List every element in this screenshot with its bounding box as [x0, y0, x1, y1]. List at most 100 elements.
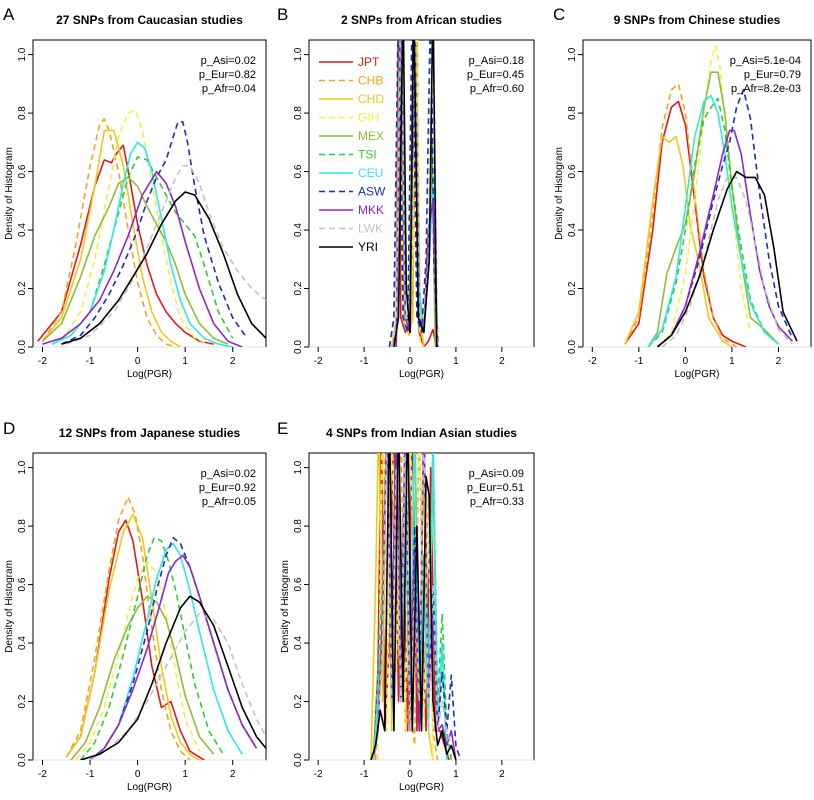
series-line-yri	[80, 595, 266, 760]
y-tick-label: 1.0	[293, 460, 304, 474]
y-tick-label: 0.8	[293, 519, 304, 533]
x-tick-label: 1	[729, 356, 735, 367]
series-line-chd	[65, 513, 200, 760]
series-line-chb	[65, 496, 191, 760]
panel-a: A 27 SNPs from Caucasian studies -2 -1 0 1 2 0.…	[3, 5, 267, 380]
x-tick-label: -2	[38, 769, 47, 780]
y-axis-label: Density of Histogram	[4, 147, 15, 240]
x-tick-label: -2	[314, 356, 323, 367]
panel-e: E 4 SNPs from Indian Asian studies -2 -1 0 1 2…	[277, 419, 535, 793]
y-tick-label: 0.0	[293, 340, 304, 354]
panel-letter: A	[3, 5, 15, 24]
p-value-annotation: p_Eur=0.45	[467, 69, 524, 81]
series-group	[370, 453, 462, 760]
panel-letter: D	[3, 419, 15, 438]
legend: JPT CHB CHD GIH MEX TSI CEU ASW MKK LWK YRI	[319, 55, 386, 254]
y-tick-label: 0.0	[293, 753, 304, 767]
x-tick-label: 2	[776, 356, 782, 367]
p-value-annotation: p_Asi=5.1e-04	[730, 55, 801, 67]
p-value-annotation: p_Asi=0.02	[201, 468, 256, 480]
x-axis-label: Log(PGR)	[127, 782, 172, 793]
series-line-lwk	[66, 164, 266, 345]
series-line-jpt	[390, 40, 439, 347]
series-line-mkk	[42, 170, 243, 347]
x-tick-label: 1	[453, 356, 459, 367]
y-tick-label: 0.4	[17, 636, 28, 650]
x-tick-label: 0	[135, 356, 141, 367]
y-tick-label: 0.2	[17, 694, 28, 708]
series-line-yri	[61, 191, 266, 345]
legend-label: GIH	[358, 111, 379, 125]
x-tick-label: -1	[86, 356, 95, 367]
legend-label: CEU	[358, 166, 383, 180]
x-axis-label: Log(PGR)	[127, 369, 172, 380]
p-value-annotation: p_Eur=0.51	[467, 482, 524, 494]
series-line-tsi	[79, 536, 224, 760]
series-group	[624, 44, 798, 347]
x-tick-label: 1	[453, 769, 459, 780]
series-line-chd	[624, 135, 733, 347]
y-tick-label: 0.4	[293, 223, 304, 237]
series-line-mkk	[656, 129, 793, 347]
y-tick-label: 0.6	[17, 164, 28, 178]
chart-title: 4 SNPs from Indian Asian studies	[326, 426, 517, 440]
x-tick-label: 1	[182, 769, 188, 780]
chart-title: 9 SNPs from Chinese studies	[614, 13, 781, 27]
y-tick-label: 0.6	[293, 577, 304, 591]
chart-title: 27 SNPs from Caucasian studies	[56, 13, 243, 27]
series-line-mex	[647, 71, 779, 347]
series-group	[388, 40, 440, 347]
y-tick-label: 1.0	[17, 460, 28, 474]
y-tick-label: 0.6	[17, 577, 28, 591]
series-line-chb	[41, 118, 176, 347]
x-tick-label: -1	[360, 769, 369, 780]
y-tick-label: 0.2	[293, 694, 304, 708]
series-line-gih	[377, 453, 434, 760]
panel-letter: C	[553, 5, 565, 24]
y-tick-label: 0.4	[17, 223, 28, 237]
series-group	[37, 109, 266, 347]
series-line-ceu	[647, 94, 779, 347]
y-tick-label: 0.2	[567, 281, 578, 295]
x-tick-label: 2	[230, 769, 236, 780]
p-value-annotation: p_Afr=0.05	[202, 496, 256, 508]
y-tick-label: 1.0	[293, 47, 304, 61]
series-line-tsi	[51, 156, 234, 345]
y-tick-label: 0.2	[293, 281, 304, 295]
y-tick-label: 0.6	[567, 164, 578, 178]
series-line-lwk	[661, 176, 793, 347]
series-line-mex	[41, 176, 229, 345]
p-value-annotation: p_Afr=8.2e-03	[731, 83, 801, 95]
x-tick-label: -1	[634, 356, 643, 367]
p-value-annotation: p_Afr=0.33	[470, 496, 524, 508]
series-line-lwk	[372, 453, 457, 760]
legend-label: LWK	[358, 222, 383, 236]
y-tick-label: 0.8	[293, 106, 304, 120]
legend-label: YRI	[358, 240, 378, 254]
x-tick-label: 2	[230, 356, 236, 367]
x-tick-label: 2	[499, 356, 505, 367]
x-tick-label: 0	[135, 769, 141, 780]
legend-label: JPT	[358, 55, 380, 69]
panel-c: C 9 SNPs from Chinese studies -2 -1 0 1 2 0.0 0.…	[553, 5, 812, 380]
series-line-chb	[624, 83, 738, 347]
p-value-annotation: p_Eur=0.92	[199, 482, 256, 494]
series-line-asw	[388, 40, 439, 347]
x-tick-label: -2	[314, 769, 323, 780]
panel-letter: B	[277, 5, 288, 24]
p-value-annotation: p_Asi=0.02	[201, 55, 256, 67]
x-tick-label: 0	[407, 769, 413, 780]
y-tick-label: 0.8	[17, 519, 28, 533]
y-tick-label: 0.4	[293, 636, 304, 650]
p-value-annotation: p_Asi=0.09	[469, 468, 524, 480]
series-line-gih	[75, 560, 201, 760]
series-line-chd	[41, 129, 181, 347]
legend-label: CHD	[358, 92, 384, 106]
x-tick-label: -2	[588, 356, 597, 367]
x-tick-label: -2	[38, 356, 47, 367]
series-line-tsi	[647, 97, 779, 347]
chart-title: 12 SNPs from Japanese studies	[59, 426, 241, 440]
series-line-gih	[60, 109, 210, 345]
p-value-annotation: p_Eur=0.82	[199, 69, 256, 81]
